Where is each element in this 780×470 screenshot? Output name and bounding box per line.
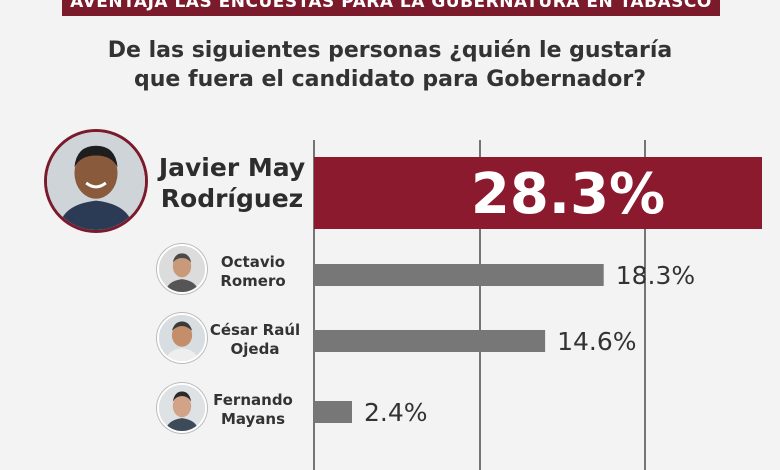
survey-question: De las siguientes personas ¿quién le gus… bbox=[0, 36, 780, 94]
question-line-1: De las siguientes personas ¿quién le gus… bbox=[107, 38, 673, 63]
candidate-name-line-2: Rodríguez bbox=[160, 184, 304, 213]
person-photo-icon bbox=[159, 385, 205, 431]
candidate-name-line-2: Romero bbox=[220, 272, 286, 290]
candidate-name-line-2: Ojeda bbox=[230, 340, 280, 358]
data-label: 14.6% bbox=[557, 327, 636, 356]
person-photo-icon bbox=[159, 246, 205, 292]
candidate-name-fernando-mayans: Fernando Mayans bbox=[208, 391, 298, 429]
bar-3 bbox=[314, 401, 352, 423]
person-photo-icon bbox=[47, 132, 145, 230]
bar-0 bbox=[314, 157, 762, 229]
person-photo-icon bbox=[159, 315, 205, 361]
question-line-2: que fuera el candidato para Gobernador? bbox=[134, 67, 646, 92]
candidate-name-line-2: Mayans bbox=[220, 410, 286, 428]
headline-banner: AVENTAJA LAS ENCUESTAS PARA LA GUBERNATU… bbox=[62, 0, 720, 16]
candidate-name-line-1: Javier May bbox=[158, 153, 306, 182]
avatar-cesar-raul-ojeda bbox=[157, 313, 207, 363]
bar-1 bbox=[314, 264, 604, 286]
avatar-javier-may bbox=[44, 129, 148, 233]
candidate-name-line-1: Octavio bbox=[220, 253, 286, 271]
candidate-name-javier-may: Javier May Rodríguez bbox=[152, 152, 312, 214]
candidate-name-line-1: César Raúl bbox=[209, 321, 301, 339]
data-label: 18.3% bbox=[616, 261, 695, 290]
data-label: 28.3% bbox=[471, 162, 665, 227]
candidate-name-cesar-raul-ojeda: César Raúl Ojeda bbox=[208, 321, 302, 359]
avatar-fernando-mayans bbox=[157, 383, 207, 433]
data-label: 2.4% bbox=[364, 398, 428, 427]
candidate-name-octavio-romero: Octavio Romero bbox=[208, 253, 298, 291]
bar-2 bbox=[314, 330, 546, 352]
avatar-octavio-romero bbox=[157, 244, 207, 294]
candidate-name-line-1: Fernando bbox=[213, 391, 293, 409]
